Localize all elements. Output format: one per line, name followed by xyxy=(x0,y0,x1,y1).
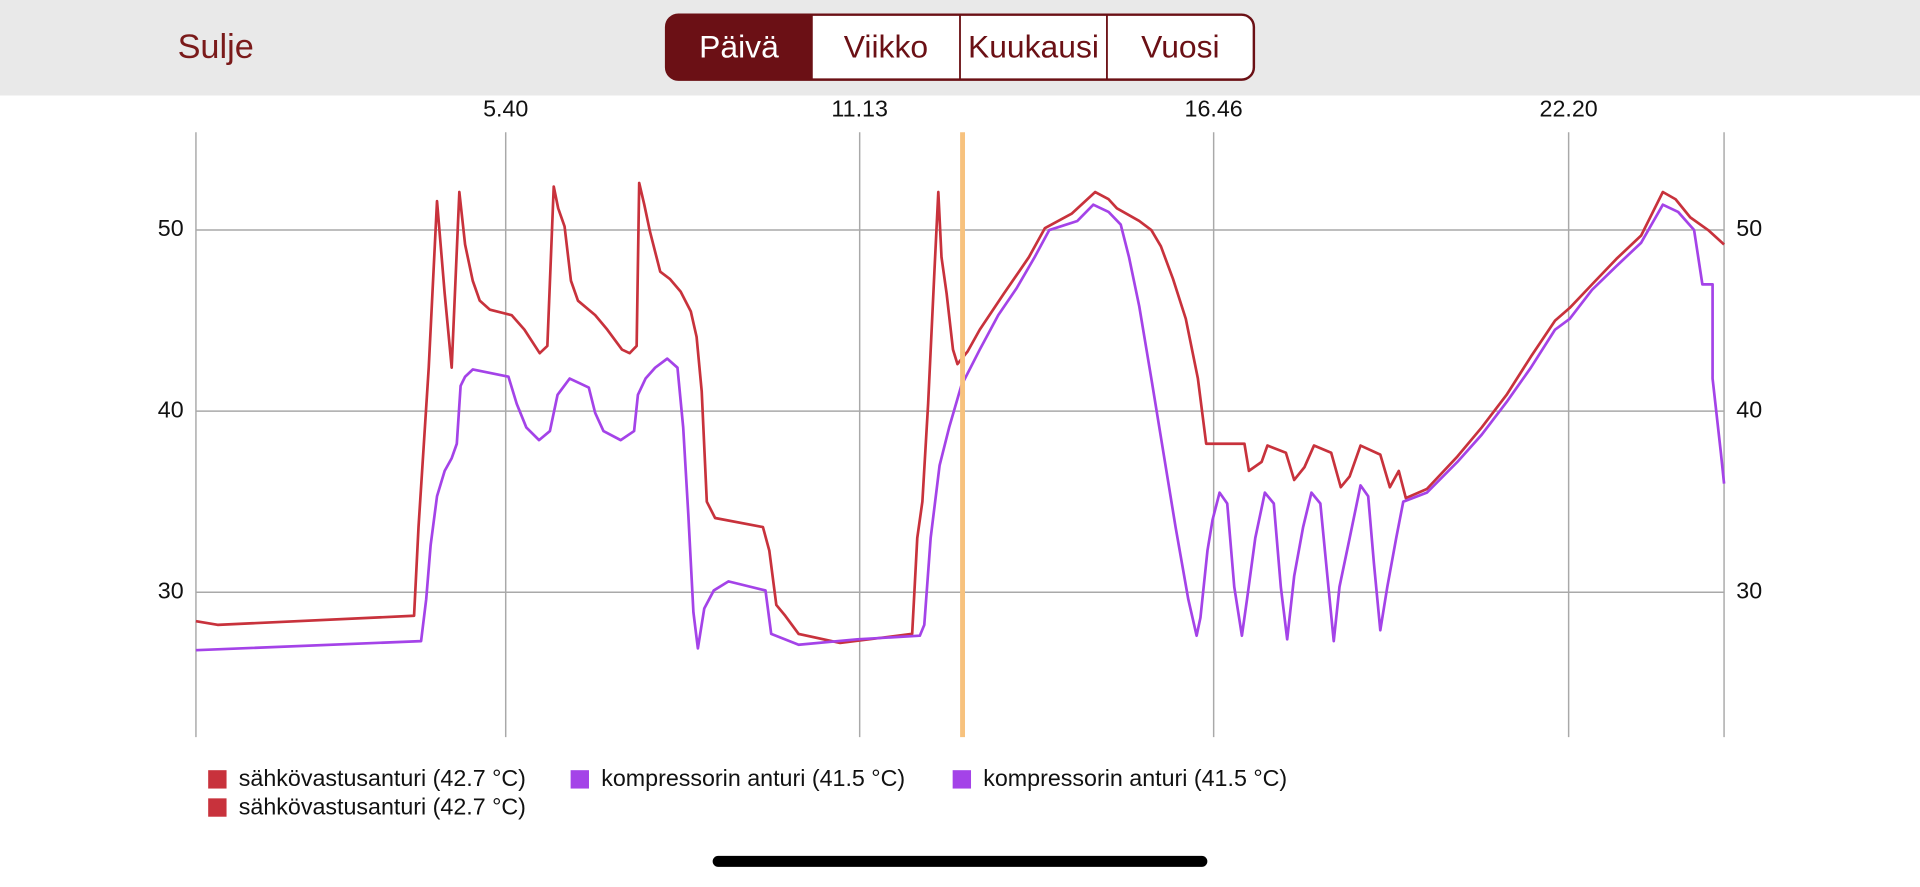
legend-swatch xyxy=(952,770,972,789)
segment-tab[interactable]: Kuukausi xyxy=(968,28,1099,64)
legend-label: sähkövastusanturi (42.7 °C) xyxy=(239,765,526,791)
series-line xyxy=(195,203,1726,652)
y-tick-label: 50 xyxy=(158,215,184,241)
legend-swatch xyxy=(570,770,589,789)
y2-tick-label: 50 xyxy=(1736,215,1762,241)
x-tick-label: 5.40 xyxy=(483,95,528,121)
y-tick-label: 30 xyxy=(158,577,184,603)
x-tick-label: 22.20 xyxy=(1540,95,1598,121)
y-tick-label: 40 xyxy=(158,396,184,422)
segment-tab[interactable]: Viikko xyxy=(844,28,928,64)
y2-tick-label: 40 xyxy=(1736,396,1762,422)
legend-swatch xyxy=(208,770,227,789)
home-indicator xyxy=(712,855,1208,867)
segment-selected xyxy=(666,14,812,80)
legend-label: kompressorin anturi (41.5 °C) xyxy=(983,765,1287,791)
segment-tab[interactable]: Vuosi xyxy=(1141,28,1219,64)
legend-label: sähkövastusanturi (42.7 °C) xyxy=(239,793,526,819)
y2-tick-label: 30 xyxy=(1736,577,1762,603)
segmented-control: Päivä Viikko Kuukausi Vuosi xyxy=(664,13,1256,81)
x-tick-label: 16.46 xyxy=(1185,95,1243,121)
segment-tab[interactable]: Päivä xyxy=(699,28,779,64)
series-line xyxy=(195,181,1725,645)
legend-swatch xyxy=(208,798,227,817)
x-tick-label: 11.13 xyxy=(831,95,887,121)
legend-label: kompressorin anturi (41.5 °C) xyxy=(601,765,905,791)
close-button[interactable]: Sulje xyxy=(178,28,254,66)
